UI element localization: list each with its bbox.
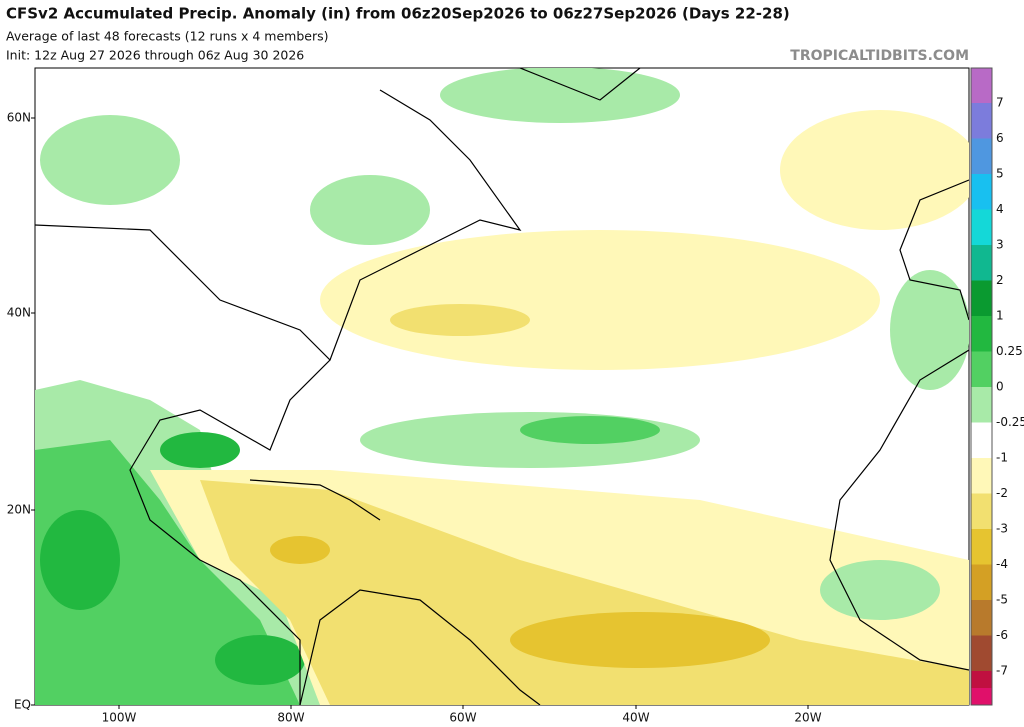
colorbar-label: -0.25 (996, 415, 1024, 429)
colorbar-label: 0.25 (996, 344, 1023, 358)
colorbar-swatch (971, 245, 992, 281)
colorbar-swatch (971, 68, 992, 103)
colorbar-swatch (971, 103, 992, 139)
colorbar-label: -6 (996, 628, 1008, 642)
coastlines (35, 68, 969, 705)
title: CFSv2 Accumulated Precip. Anomaly (in) f… (6, 5, 790, 23)
colorbar-swatch (971, 600, 992, 636)
colorbar-swatch (971, 422, 992, 458)
lat-label: 20N (7, 503, 31, 517)
colorbar-label: 6 (996, 131, 1004, 145)
colorbar-swatch (971, 688, 992, 705)
colorbar-frame (970, 67, 993, 706)
colorbar-label: -2 (996, 486, 1008, 500)
colorbar-swatch (971, 564, 992, 600)
lon-label: 60W (449, 711, 476, 725)
colorbar-swatch (971, 174, 992, 210)
lon-label: 20W (794, 711, 821, 725)
colorbar-label: 3 (996, 238, 1004, 252)
colorbar-label: -1 (996, 451, 1008, 465)
colorbar-swatch (971, 635, 992, 671)
colorbar-swatch (971, 529, 992, 565)
watermark: TROPICALTIDBITS.COM (790, 48, 969, 64)
colorbar-swatch (971, 351, 992, 387)
anomaly-field (35, 68, 969, 705)
colorbar-swatch (971, 458, 992, 494)
lat-label: EQ (14, 698, 31, 712)
colorbar-label: 4 (996, 202, 1004, 216)
lat-label: 40N (7, 306, 31, 320)
colorbar-label: 0 (996, 380, 1004, 394)
colorbar-swatch (971, 387, 992, 423)
colorbar-label: 1 (996, 309, 1004, 323)
lat-label: 60N (7, 111, 31, 125)
subtitle: Average of last 48 forecasts (12 runs x … (6, 29, 328, 44)
colorbar-swatch (971, 671, 992, 688)
colorbar-label: -7 (996, 664, 1008, 678)
init-time: Init: 12z Aug 27 2026 through 06z Aug 30… (6, 48, 304, 63)
colorbar-label: 5 (996, 167, 1004, 181)
colorbar-swatch (971, 493, 992, 529)
colorbar-label: -3 (996, 522, 1008, 536)
map (34, 67, 970, 706)
colorbar-swatch (971, 209, 992, 245)
colorbar-swatch (971, 280, 992, 316)
colorbar-label: 2 (996, 273, 1004, 287)
colorbar-swatch (971, 138, 992, 174)
colorbar-label: -4 (996, 557, 1008, 571)
colorbar-label: -5 (996, 593, 1008, 607)
colorbar-label: 7 (996, 96, 1004, 110)
lon-label: 100W (102, 711, 137, 725)
colorbar-swatch (971, 316, 992, 352)
lon-label: 80W (277, 711, 304, 725)
lon-label: 40W (622, 711, 649, 725)
